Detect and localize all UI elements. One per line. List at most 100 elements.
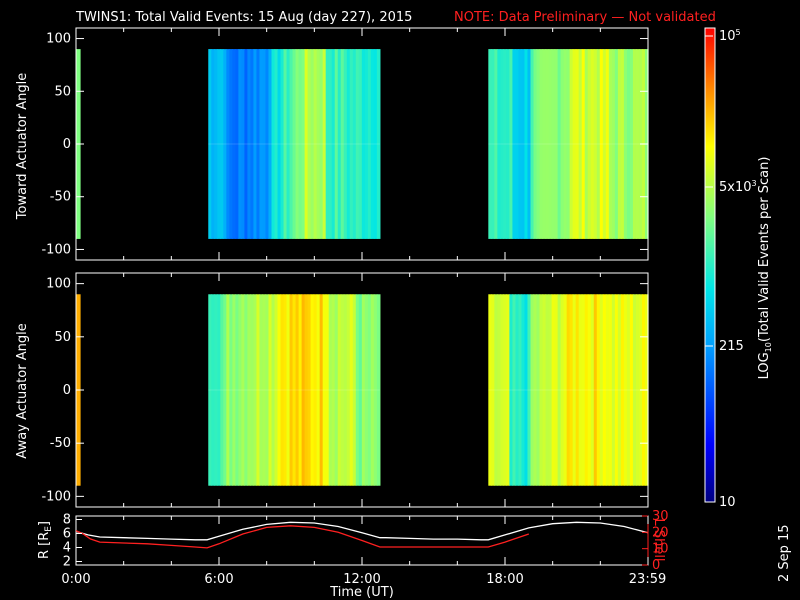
heatmap-column (518, 294, 523, 486)
heatmap-column (286, 49, 291, 239)
heatmap-column (265, 49, 270, 239)
heatmap-column (310, 294, 315, 486)
heatmap-column (340, 49, 345, 239)
heatmap-column (241, 49, 245, 239)
heatmap-column (629, 294, 634, 486)
heatmap-column (521, 49, 526, 239)
heatmap-column (355, 294, 360, 486)
heatmap-column (214, 49, 218, 239)
y-tick-label: 50 (54, 330, 71, 345)
heatmap-column (509, 294, 514, 486)
heatmap-column (304, 294, 309, 486)
heatmap-column (605, 294, 610, 486)
heatmap-column (271, 49, 276, 239)
heatmap-column (223, 294, 227, 486)
heatmap-column (503, 294, 507, 486)
heatmap-column (608, 49, 613, 239)
heatmap-column (494, 49, 498, 239)
heatmap-column (584, 49, 589, 239)
time-x-tick-label: 0:00 (61, 572, 90, 587)
plot-title: TWINS1: Total Valid Events: 15 Aug (day … (75, 10, 412, 25)
radius-ylabel: R [RE] (37, 521, 54, 559)
heatmap-column (283, 49, 288, 239)
heatmap-column (217, 49, 221, 239)
heatmap-column (545, 294, 550, 486)
heatmap-column (340, 294, 345, 486)
y-tick-label: 0 (63, 383, 71, 398)
heatmap-column (605, 49, 610, 239)
lshell-series-line (75, 525, 530, 549)
colorbar (704, 27, 716, 503)
heatmap-column (596, 294, 601, 486)
heatmap-column (533, 294, 538, 486)
heatmap-column (599, 294, 604, 486)
y-tick-label: -50 (50, 190, 71, 205)
heatmap-column (515, 294, 520, 486)
heatmap-column (611, 294, 616, 486)
heatmap-column (584, 294, 589, 486)
heatmap-column (551, 294, 556, 486)
heatmap-column (232, 294, 236, 486)
time-x-tick-label: 23:59 (629, 572, 666, 587)
heatmap-column (548, 49, 553, 239)
y-tick-label: 100 (46, 32, 71, 47)
heatmap-column (364, 49, 369, 239)
heatmap-column (545, 49, 550, 239)
colorbar-title: LOG10(Total Valid Events per Scan) (757, 157, 773, 380)
y-tick-label: -100 (41, 242, 71, 257)
heatmap-column (536, 294, 541, 486)
heatmap-column (244, 294, 249, 486)
heatmap-column (587, 49, 592, 239)
heatmap-column (494, 294, 498, 486)
heatmap-column (614, 49, 619, 239)
heatmap-column (608, 294, 613, 486)
heatmap-column (232, 49, 236, 239)
toward-ylabel: Toward Actuator Angle (15, 73, 30, 220)
heatmap-column (617, 294, 622, 486)
heatmap-column (229, 49, 233, 239)
heatmap-column (515, 49, 520, 239)
heatmap-column (343, 49, 348, 239)
heatmap-column (289, 294, 294, 486)
heatmap-column (268, 294, 273, 486)
heatmap-column (364, 294, 369, 486)
heatmap-column (253, 294, 258, 486)
heatmap-column (331, 49, 336, 239)
heatmap-column (575, 294, 580, 486)
heatmap-column (247, 294, 252, 486)
lshell-y-tick-label: 10 (652, 542, 669, 557)
heatmap-column (289, 49, 294, 239)
heatmap-column (370, 49, 375, 239)
heatmap-column (211, 49, 215, 239)
y-tick-label: 0 (63, 137, 71, 152)
heatmap-column (313, 294, 318, 486)
heatmap-column (301, 294, 306, 486)
away-ylabel: Away Actuator Angle (15, 323, 30, 458)
heatmap-column (554, 294, 559, 486)
y-tick-label: 100 (46, 277, 71, 292)
heatmap-column (367, 294, 372, 486)
preliminary-note: NOTE: Data Preliminary — Not validated (454, 10, 716, 25)
colorbar-label-5e3: 5x103 (719, 179, 757, 195)
heatmap-column (542, 49, 547, 239)
heatmap-midline (208, 143, 380, 145)
heatmap-column (316, 49, 321, 239)
heatmap-midline (208, 389, 380, 391)
heatmap-column (596, 49, 601, 239)
heatmap-column (328, 294, 333, 486)
heatmap-column (343, 294, 348, 486)
heatmap-column (220, 49, 224, 239)
colorbar-label-10: 10 (719, 495, 736, 510)
heatmap-column (521, 294, 526, 486)
heatmap-column (527, 294, 532, 486)
heatmap-column (334, 49, 339, 239)
heatmap-column (506, 49, 510, 239)
heatmap-column (331, 294, 336, 486)
heatmap-column (208, 49, 212, 239)
heatmap-column (241, 294, 245, 486)
heatmap-column (503, 49, 507, 239)
heatmap-column (298, 49, 303, 239)
heatmap-column (274, 294, 279, 486)
heatmap-column (250, 294, 255, 486)
heatmap-column (548, 294, 553, 486)
